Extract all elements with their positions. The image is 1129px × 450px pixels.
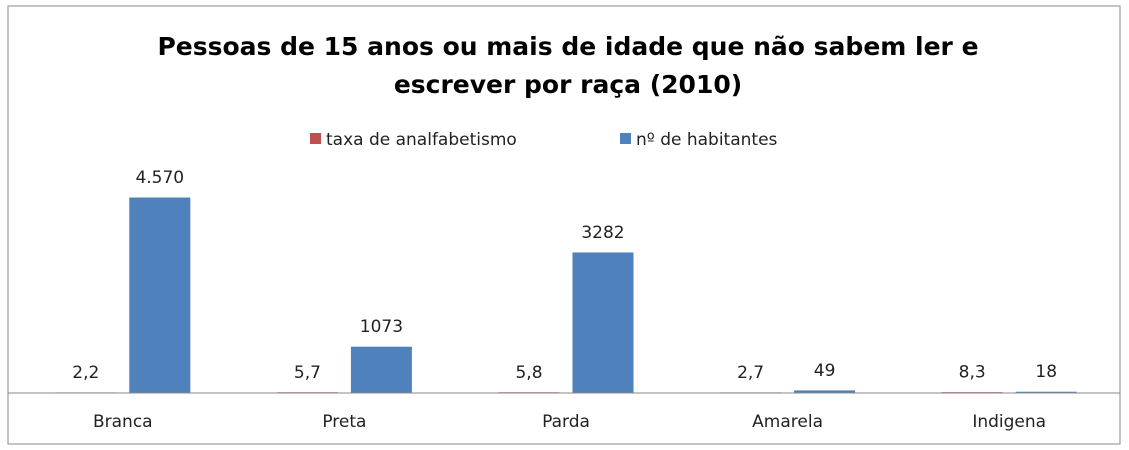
legend-label: nº de habitantes bbox=[636, 130, 778, 150]
data-label: 3282 bbox=[581, 223, 624, 243]
chart-frame bbox=[7, 5, 1121, 445]
data-label: 1073 bbox=[360, 317, 403, 337]
data-label: 4.570 bbox=[135, 168, 184, 188]
data-label: 5,8 bbox=[515, 363, 542, 383]
data-label: 5,7 bbox=[294, 363, 321, 383]
x-tick-label: Amarela bbox=[752, 412, 823, 432]
x-tick-label: Branca bbox=[93, 412, 153, 432]
legend-swatch bbox=[620, 133, 631, 144]
legend-label: taxa de analfabetismo bbox=[326, 130, 517, 150]
legend-swatch bbox=[310, 133, 321, 144]
x-tick-label: Indigena bbox=[972, 412, 1046, 432]
data-label: 2,2 bbox=[72, 363, 99, 383]
chart-title: Pessoas de 15 anos ou mais de idade que … bbox=[157, 32, 978, 61]
bar bbox=[129, 197, 191, 394]
data-label: 8,3 bbox=[959, 363, 986, 383]
bar bbox=[350, 346, 412, 394]
x-tick-label: Preta bbox=[322, 412, 366, 432]
x-tick-label: Parda bbox=[542, 412, 590, 432]
data-label: 18 bbox=[1035, 362, 1057, 382]
data-label: 49 bbox=[814, 361, 836, 381]
bar bbox=[572, 252, 634, 394]
data-label: 2,7 bbox=[737, 363, 764, 383]
chart-title: escrever por raça (2010) bbox=[394, 70, 742, 99]
